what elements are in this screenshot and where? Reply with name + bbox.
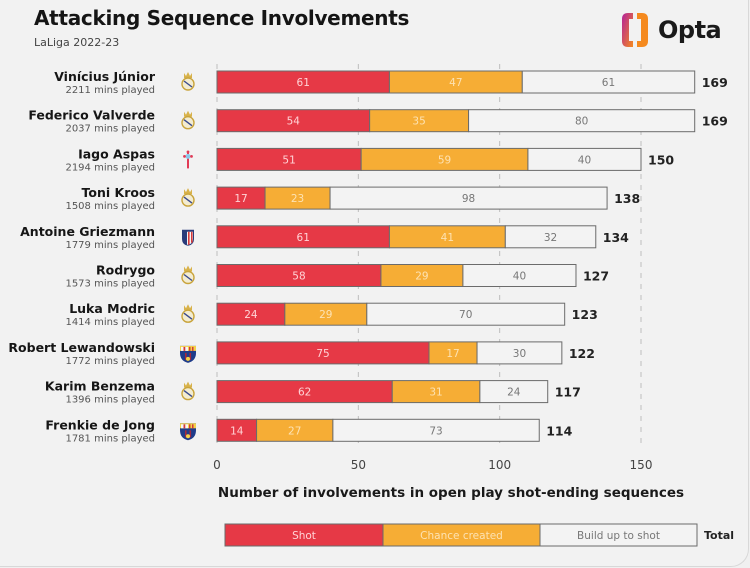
player-name: Antoine Griezmann [20,224,155,239]
opta-logo: Opta [620,10,722,50]
value-label-chance-created: 35 [412,116,425,128]
value-label-shot: 14 [230,425,244,437]
player-minutes: 2194 mins played [65,162,155,173]
barcelona-crest-icon [180,345,196,363]
player-name: Rodrygo [96,263,155,278]
player-minutes: 1414 mins played [65,317,155,328]
bar-segment-build-up [527,147,642,171]
opta-logo-text: Opta [658,16,722,44]
total-label: 117 [555,385,581,400]
value-label-build-up: 32 [544,232,557,244]
real-madrid-crest-icon [181,110,195,130]
value-label-shot: 75 [316,348,329,360]
player-name: Karim Benzema [45,379,155,394]
player-name: Robert Lewandowski [8,340,155,355]
value-label-shot: 58 [292,271,305,283]
value-label-chance-created: 29 [319,309,332,321]
legend-label-total: Total [704,529,734,542]
value-label-chance-created: 59 [438,154,451,166]
value-label-chance-created: 23 [291,193,304,205]
total-label: 122 [569,346,595,361]
value-label-chance-created: 27 [288,425,301,437]
atletico-madrid-crest-icon [182,229,194,246]
player-minutes: 1772 mins played [65,356,155,367]
x-axis-title: Number of involvements in open play shot… [218,485,684,501]
x-tick-label: 0 [213,458,221,472]
total-label: 123 [572,307,598,322]
value-label-chance-created: 17 [446,348,459,360]
value-label-shot: 51 [282,154,295,166]
barcelona-crest-icon [180,423,196,441]
value-label-shot: 24 [244,309,258,321]
value-label-build-up: 61 [602,77,615,89]
legend-label: Build up to shot [577,530,660,542]
opta-logo-icon [622,13,648,47]
bar-segment-build-up [468,109,696,133]
bar-segment-build-up [521,70,696,94]
chart-subtitle: LaLiga 2022-23 [34,36,120,49]
x-tick-label: 50 [351,458,366,472]
player-minutes: 1573 mins played [65,279,155,290]
player-name: Vinícius Júnior [54,69,156,84]
legend-swatch-build-up [539,523,698,547]
player-name: Toni Kroos [82,185,155,200]
bar-segment-build-up [479,380,549,404]
value-label-chance-created: 47 [449,77,462,89]
value-label-build-up: 30 [513,348,526,360]
real-madrid-crest-icon [181,304,195,323]
real-madrid-crest-icon [181,188,195,207]
player-minutes: 1396 mins played [65,395,155,406]
player-minutes: 2037 mins played [65,124,155,135]
value-label-shot: 17 [234,193,247,205]
x-tick-label: 100 [488,458,511,472]
player-name: Federico Valverde [28,108,155,123]
x-tick-label: 150 [630,458,653,472]
player-minutes: 2211 mins played [65,85,155,96]
value-label-build-up: 40 [513,271,526,283]
total-label: 169 [702,114,728,129]
total-label: 138 [614,191,640,206]
total-label: 127 [583,269,609,284]
total-label: 150 [648,152,674,167]
value-label-chance-created: 31 [429,387,442,399]
value-label-build-up: 40 [578,154,591,166]
player-minutes: 1508 mins played [65,201,155,212]
real-madrid-crest-icon [181,72,195,91]
real-madrid-crest-icon [181,381,195,401]
value-label-build-up: 98 [462,193,475,205]
value-label-build-up: 24 [507,387,521,399]
bar-segment-build-up [504,225,597,249]
player-name: Luka Modric [69,301,155,316]
value-label-chance-created: 41 [441,232,454,244]
value-label-build-up: 80 [575,116,588,128]
celta-vigo-crest-icon [183,150,193,169]
value-label-shot: 61 [297,232,310,244]
value-label-build-up: 70 [459,309,472,321]
bar-segment-build-up [332,418,540,442]
legend-label: Chance created [420,530,503,542]
total-label: 114 [546,423,572,438]
player-name: Frenkie de Jong [45,417,155,432]
legend-label: Shot [292,530,316,542]
bar-segment-build-up [462,264,577,287]
player-minutes: 1781 mins played [65,433,155,444]
value-label-chance-created: 29 [415,271,428,283]
chart-title: Attacking Sequence Involvements [34,6,410,30]
value-label-build-up: 73 [429,425,442,437]
player-name: Iago Aspas [78,146,155,161]
bar-segment-build-up [366,302,566,326]
player-minutes: 1779 mins played [65,240,155,251]
value-label-shot: 62 [298,387,311,399]
bar-segment-build-up [329,186,608,210]
bar-segment-build-up [476,341,563,365]
total-label: 169 [702,75,728,90]
value-label-shot: 61 [297,77,310,89]
total-label: 134 [603,230,629,245]
real-madrid-crest-icon [181,265,195,285]
value-label-shot: 54 [287,116,301,128]
